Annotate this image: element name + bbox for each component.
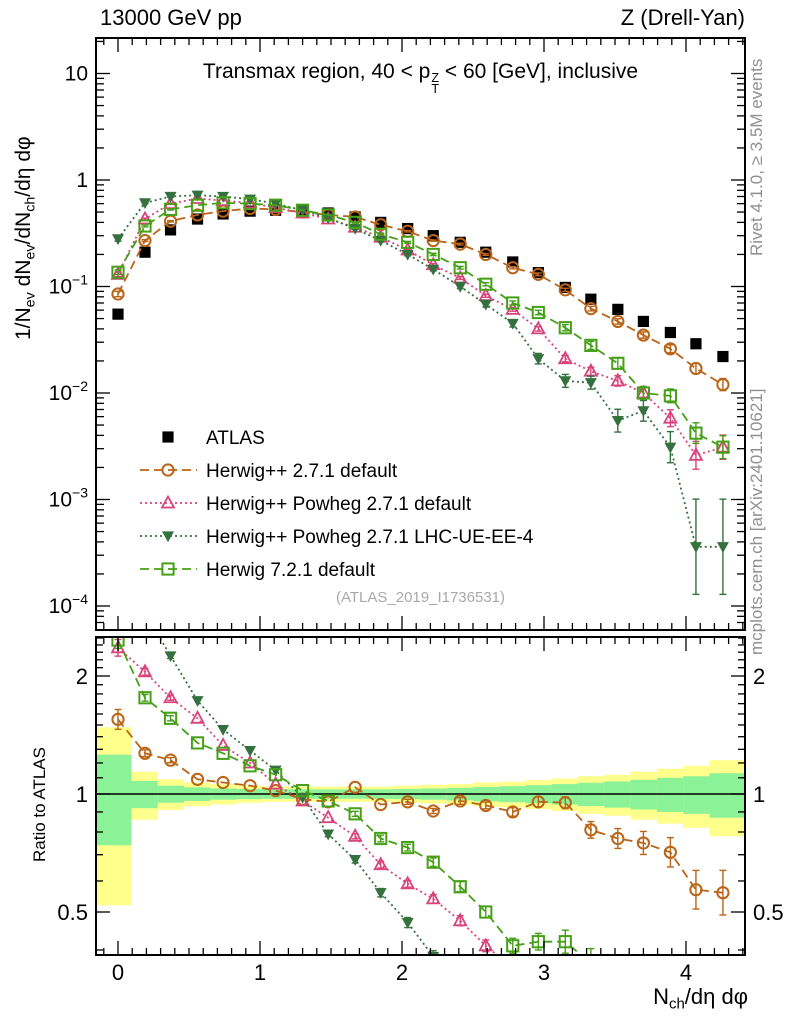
- header-beam-energy: 13000 GeV pp: [100, 5, 242, 30]
- header-process: Z (Drell-Yan): [620, 5, 745, 30]
- svg-text:2: 2: [396, 960, 408, 985]
- svg-text:10−3: 10−3: [49, 485, 89, 512]
- legend-label-1: Herwig++ 2.7.1 default: [206, 461, 398, 482]
- tick-labels: 0 1 2 3 4 10 1 10−1 10−2 10−3 10−4 2 2 1 1 0.5 0.5: [49, 63, 784, 986]
- main-series-0: [112, 204, 729, 363]
- main-y-axis-label: 1/Nev dNev/dNch/dη dφ: [12, 136, 39, 340]
- svg-text:1: 1: [753, 782, 765, 807]
- axis-ticks: [96, 38, 745, 955]
- svg-text:1: 1: [76, 782, 88, 807]
- panel-frames: [95, 37, 746, 956]
- analysis-watermark: (ATLAS_2019_I1736531): [335, 589, 505, 606]
- main-series-4: [111, 196, 730, 460]
- x-axis-label: Nch/dη dφ: [653, 984, 748, 1013]
- svg-text:10−1: 10−1: [49, 272, 89, 299]
- legend-label-0: ATLAS: [206, 428, 265, 449]
- svg-text:3: 3: [538, 960, 550, 985]
- atlas-uncertainty-band: [96, 727, 745, 906]
- svg-text:2: 2: [76, 664, 88, 689]
- ratio-series-2: [110, 638, 499, 955]
- svg-text:0: 0: [112, 960, 124, 985]
- ratio-series-1: [111, 708, 730, 916]
- mcplots-arxiv-note: mcplots.cern.ch [arXiv:2401.10621]: [747, 388, 766, 655]
- legend-label-2: Herwig++ Powheg 2.7.1 default: [206, 494, 472, 515]
- ratio-y-axis-label: Ratio to ATLAS: [30, 747, 49, 862]
- main-series-3: [112, 190, 729, 596]
- svg-text:2: 2: [753, 664, 765, 689]
- legend-label-3: Herwig++ Powheg 2.7.1 LHC-UE-EE-4: [206, 527, 534, 548]
- svg-text:10: 10: [65, 63, 88, 86]
- svg-text:0.5: 0.5: [753, 900, 784, 925]
- main-series-2: [110, 190, 731, 470]
- ratio-series-4: [111, 637, 595, 955]
- ratio-series-3: [158, 637, 440, 955]
- svg-text:1: 1: [254, 960, 266, 985]
- main-series-1: [111, 201, 730, 392]
- svg-text:10−2: 10−2: [49, 378, 89, 405]
- rivet-version-note: Rivet 4.1.0, ≥ 3.5M events: [747, 58, 766, 256]
- svg-text:4: 4: [680, 960, 692, 985]
- svg-text:0.5: 0.5: [57, 900, 88, 925]
- legend: ATLAS Herwig++ 2.7.1 default Herwig++ Powh…: [140, 428, 534, 581]
- svg-text:1: 1: [76, 169, 88, 192]
- legend-label-4: Herwig 7.2.1 default: [206, 560, 376, 581]
- svg-text:10−4: 10−4: [49, 591, 89, 618]
